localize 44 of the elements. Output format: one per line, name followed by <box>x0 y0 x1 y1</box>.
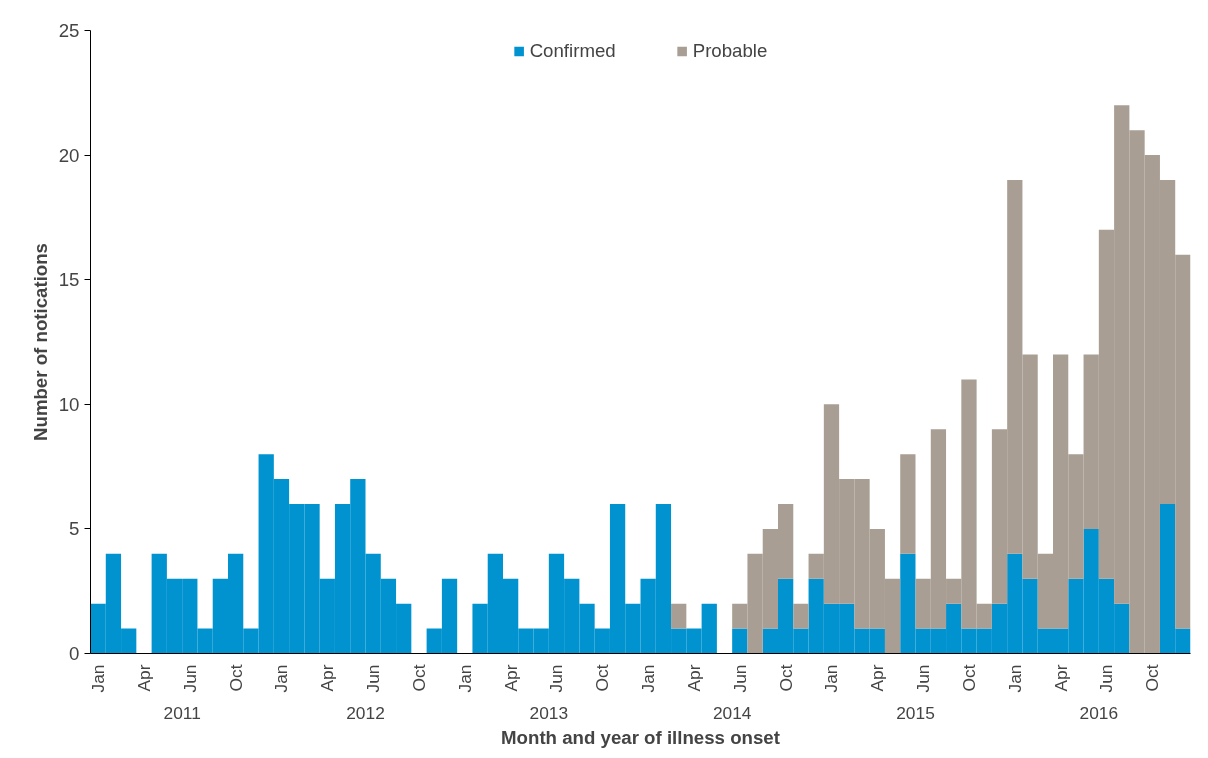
x-tick-label: Apr <box>317 664 338 692</box>
text: 2012 <box>346 702 385 723</box>
y-tick-label: 0 <box>69 643 80 664</box>
x-tick-label: Jan <box>638 664 659 693</box>
x-axis-title: Month and year of illness onset <box>501 726 780 748</box>
x-tick-label: Jan <box>271 664 292 693</box>
x-tick-label: Apr <box>683 664 704 692</box>
x-tick-label: Oct <box>408 664 429 692</box>
y-tick-label: 25 <box>58 20 80 41</box>
legend-label: Probable <box>692 40 768 62</box>
x-tick-label: Jun <box>546 664 567 693</box>
x-tick-label: Oct <box>1142 664 1163 692</box>
x-tick-label: Oct <box>592 664 613 692</box>
x-tick-label: Oct <box>225 664 246 692</box>
x-tick-label: Jun <box>363 664 384 693</box>
x-tick-label: Jun <box>1096 664 1117 693</box>
x-tick-label: Jan <box>88 664 109 693</box>
x-tick-label: Oct <box>958 664 979 692</box>
x-tick-label: Jan <box>1004 664 1025 693</box>
bar <box>732 628 748 654</box>
x-tick-label: Apr <box>1050 664 1071 692</box>
x-tick-label: Jan <box>454 664 475 693</box>
x-tick-label: Jun <box>913 664 934 693</box>
x-tick-label: Apr <box>133 664 154 692</box>
x-tick-label: Apr <box>867 664 888 692</box>
legend-label: Confirmed <box>529 40 616 62</box>
text: 2013 <box>529 702 569 723</box>
bar <box>900 454 916 554</box>
x-tick-label: Oct <box>775 664 796 692</box>
y-tick-label: 5 <box>69 518 80 540</box>
text: 2014 <box>712 702 752 723</box>
text: 2016 <box>1079 702 1119 723</box>
y-axis-title: Number of notications <box>29 243 51 441</box>
x-tick-label: Apr <box>500 664 521 692</box>
x-tick-label: Jan <box>821 664 842 693</box>
text: 2015 <box>896 702 935 723</box>
x-tick-label: Jun <box>179 664 200 693</box>
bar <box>793 603 809 629</box>
text: 2011 <box>163 702 201 723</box>
y-tick-label: 20 <box>58 144 80 166</box>
y-tick-label: 15 <box>58 269 80 291</box>
y-tick-label: 10 <box>58 393 80 415</box>
bar <box>671 603 687 629</box>
x-tick-label: Jun <box>729 664 750 693</box>
